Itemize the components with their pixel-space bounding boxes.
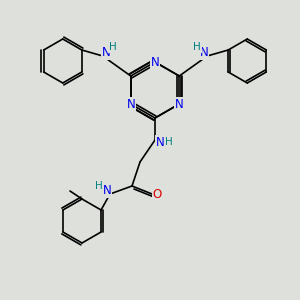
Text: N: N [103, 184, 111, 197]
Text: H: H [95, 181, 103, 191]
Text: N: N [151, 56, 159, 68]
Text: N: N [101, 46, 110, 59]
Text: N: N [200, 46, 208, 59]
Text: N: N [126, 98, 135, 110]
Text: O: O [152, 188, 162, 200]
Text: H: H [165, 137, 173, 147]
Text: N: N [175, 98, 184, 110]
Text: N: N [156, 136, 164, 148]
Text: H: H [109, 42, 117, 52]
Text: H: H [194, 42, 201, 52]
